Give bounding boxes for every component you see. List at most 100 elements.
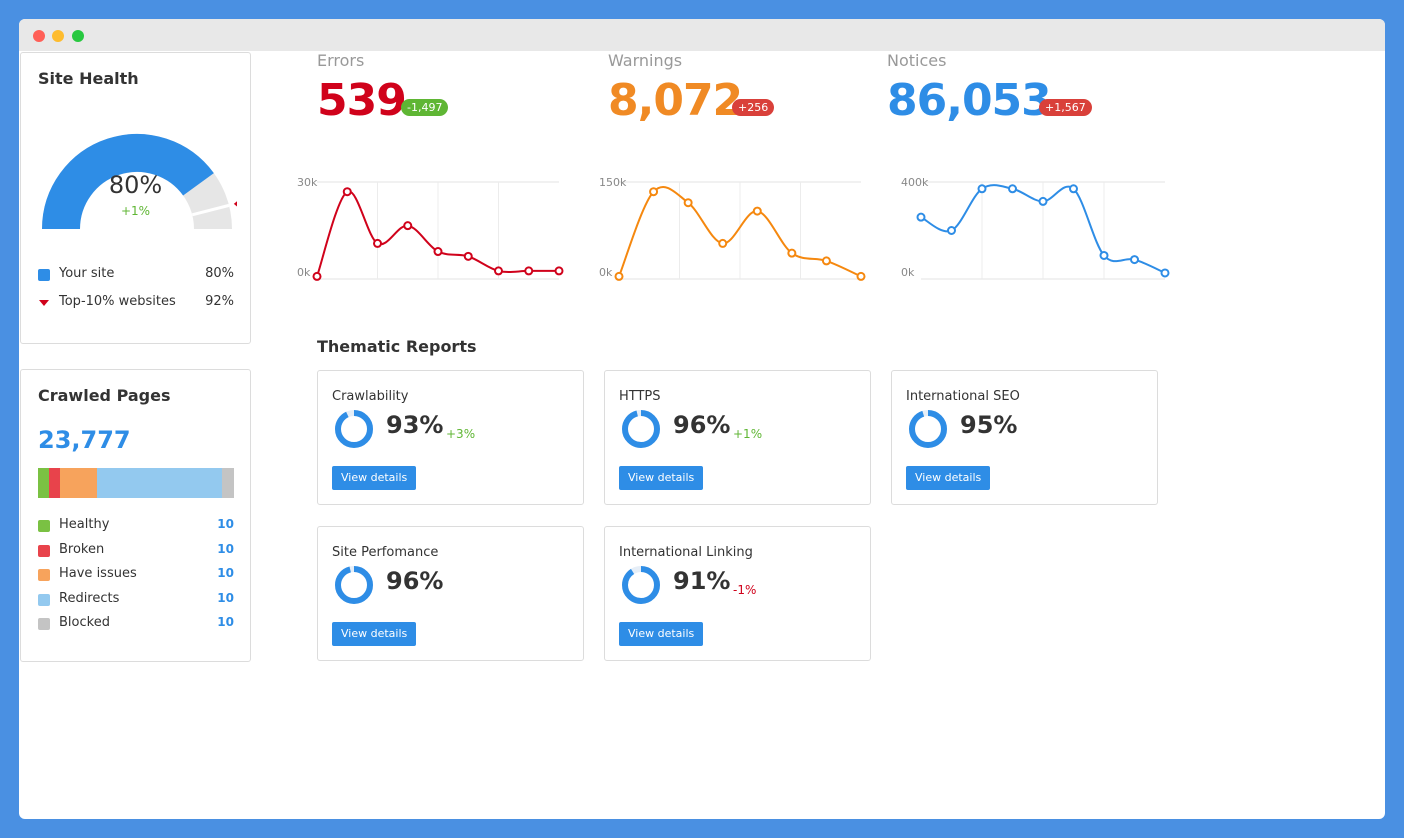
y-tick-label: 400k [901,176,929,189]
thematic-card-title: Site Perfomance [332,545,439,560]
browser-window: Site Health 80% +1% Your site 80% Top-10… [19,19,1385,819]
data-point [683,198,693,208]
color-square-icon [38,569,50,582]
gauge-fill [42,134,214,230]
data-point [1099,250,1109,260]
color-square-icon [38,544,50,557]
data-point [821,256,831,266]
legend-label: Have issues [59,566,137,582]
legend-count-link[interactable]: 10 [217,590,234,605]
crawled-legend-row: Broken 10 [38,541,234,561]
view-details-button[interactable]: View details [619,622,704,646]
data-point [463,251,473,261]
thematic-card-site-perfomance: Site Perfomance 96% View details [317,526,584,661]
legend-label: Healthy [59,517,110,532]
site-health-delta: +1% [120,204,151,218]
red-triangle-icon [39,300,49,306]
crawled-pages-bar [38,468,234,498]
donut-fill [909,410,947,448]
thematic-donut-chart [622,410,660,448]
thematic-card-international-linking: International Linking 91% -1% View details [604,526,871,661]
data-point [403,221,413,231]
color-square-icon [38,593,50,606]
view-details-button[interactable]: View details [619,466,704,490]
gauge-top10-line [191,203,230,217]
thematic-donut-chart [335,566,373,604]
errors-line-chart: 30k 0k [297,176,564,281]
y-tick-label: 150k [599,176,627,189]
legend-label: Blocked [59,615,110,631]
stat-delta-badge: +1,567 [1039,99,1092,116]
stat-label: Warnings [608,51,683,70]
legend-count-link[interactable]: 10 [217,566,234,581]
bar-segment-redirects [96,468,223,498]
view-details-button[interactable]: View details [332,466,417,490]
bar-segment-have-issues [59,468,97,498]
data-point [752,206,762,216]
thematic-card-crawlability: Crawlability 93% +3% View details [317,370,584,505]
legend-count-link[interactable]: 10 [217,541,234,556]
data-point [614,271,624,281]
close-window-button[interactable] [33,30,45,42]
thematic-donut-chart [335,410,373,448]
thematic-card-delta: +3% [446,427,476,441]
legend-count-link[interactable]: 10 [217,615,234,630]
crawled-legend-row: Healthy 10 [38,516,234,536]
color-square-icon [38,618,50,631]
data-point [554,266,564,276]
thematic-donut-chart [909,410,947,448]
data-point [433,247,443,257]
site-health-card: Site Health 80% +1% Your site 80% Top-10… [20,52,251,344]
thematic-card-percent: 96% [386,567,444,595]
site-health-title: Site Health [38,69,139,88]
data-point [1069,184,1078,194]
data-point [916,212,926,222]
data-point [373,238,382,248]
thematic-card-title: International SEO [906,389,1020,404]
data-point [1130,255,1139,265]
view-details-button[interactable]: View details [906,466,991,490]
maximize-window-button[interactable] [72,30,84,42]
donut-fill [622,566,660,604]
crawled-legend-row: Have issues 10 [38,565,234,585]
donut-fill [622,410,660,448]
data-point [494,266,503,276]
stat-label: Errors [317,51,365,70]
data-point [1160,268,1170,278]
thematic-card-percent: 91% [673,567,731,595]
data-point [649,187,659,197]
stat-delta-badge: -1,497 [401,99,449,116]
legend-label: Top-10% websites [59,294,176,309]
y-tick-label: 0k [901,266,915,279]
blue-square-icon [38,269,50,281]
warnings-line-chart: 150k 0k [599,176,866,281]
thematic-card-title: HTTPS [619,389,661,404]
bar-segment-broken [48,468,60,498]
thematic-card-international-seo: International SEO 95% View details [891,370,1158,505]
data-point [787,248,797,258]
color-square-icon [38,520,50,532]
stat-value: 539 [317,75,407,126]
crawled-legend-row: Blocked 10 [38,614,234,634]
minimize-window-button[interactable] [52,30,64,42]
legend-label: Your site [59,266,115,281]
data-point [856,271,866,281]
thematic-card-percent: 95% [960,411,1018,439]
legend-value: 80% [205,266,234,281]
stat-value: 86,053 [887,75,1052,126]
donut-fill [335,566,373,604]
legend-top10: Top-10% websites 92% [38,293,234,313]
data-point [1038,196,1048,206]
thematic-card-title: International Linking [619,545,753,560]
legend-value: 92% [205,294,234,309]
legend-label: Redirects [59,590,120,606]
crawled-pages-count: 23,777 [38,426,131,454]
view-details-button[interactable]: View details [332,622,417,646]
data-point [947,226,956,235]
legend-count-link[interactable]: 10 [217,517,234,531]
thematic-donut-chart [622,566,660,604]
bar-segment-blocked [222,468,234,498]
gauge-top10-marker-icon [233,201,237,207]
y-tick-label: 0k [599,266,613,279]
crawled-legend-row: Redirects 10 [38,590,234,610]
